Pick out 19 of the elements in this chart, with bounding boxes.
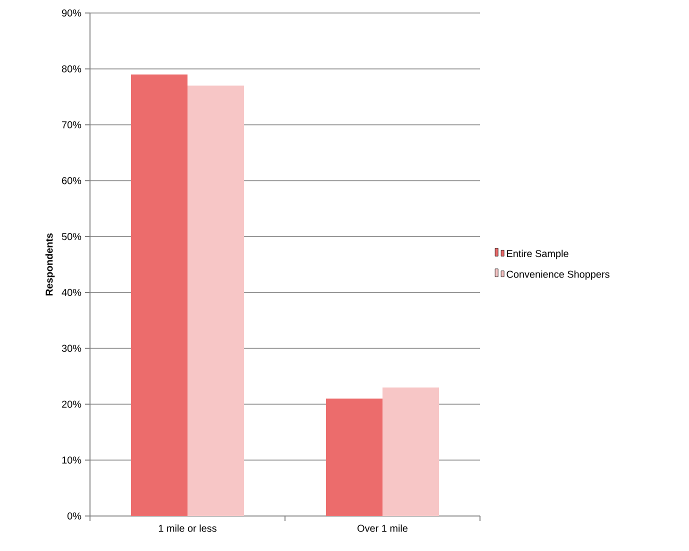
legend-label: Convenience Shoppers <box>506 270 610 280</box>
bar <box>382 387 440 516</box>
x-tick-label: Over 1 mile <box>358 524 408 532</box>
y-tick-label: 80% <box>62 65 82 72</box>
bar <box>130 74 188 516</box>
y-tick-label: 10% <box>62 456 82 464</box>
y-tick-label: 40% <box>62 288 82 296</box>
bar <box>188 86 244 516</box>
y-tick-label: 0% <box>67 512 82 520</box>
y-axis-title: Respondents <box>45 233 55 296</box>
y-tick-label: 70% <box>62 121 82 128</box>
x-tick-label: 1 mile or less <box>158 524 216 532</box>
legend-label: Entire Sample <box>507 250 568 260</box>
y-tick-label: 60% <box>62 177 82 184</box>
bar <box>326 398 383 516</box>
y-tick-label: 50% <box>62 233 82 240</box>
y-tick-label: 20% <box>62 400 82 408</box>
y-tick-label: 30% <box>62 344 82 352</box>
y-tick-label: 90% <box>62 9 82 17</box>
